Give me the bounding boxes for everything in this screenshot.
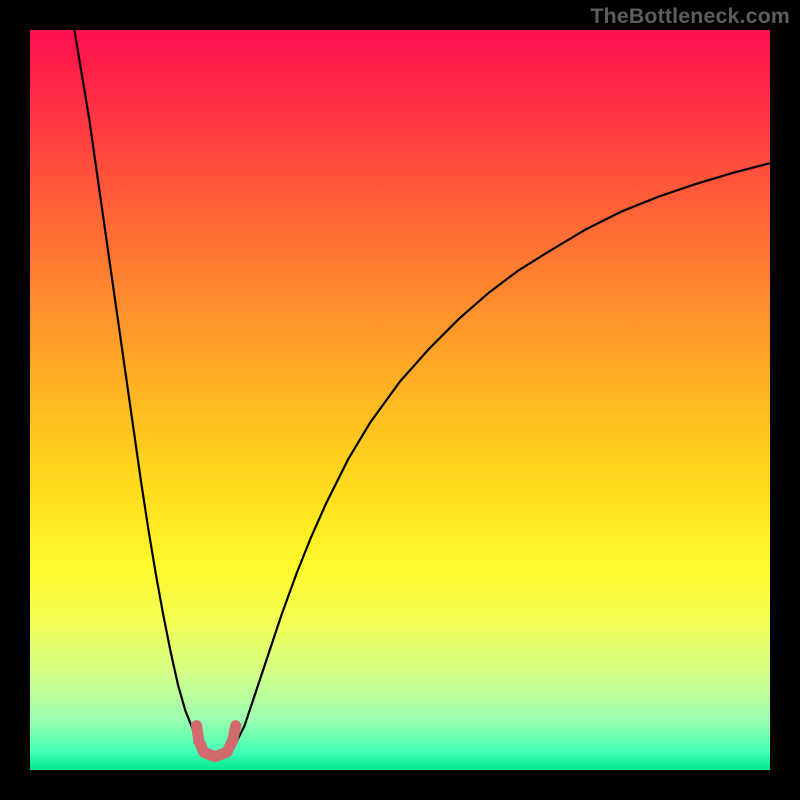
watermark-text: TheBottleneck.com bbox=[590, 4, 790, 29]
plot-background bbox=[30, 30, 770, 770]
chart-stage: TheBottleneck.com bbox=[0, 0, 800, 800]
bottleneck-chart bbox=[0, 0, 800, 800]
